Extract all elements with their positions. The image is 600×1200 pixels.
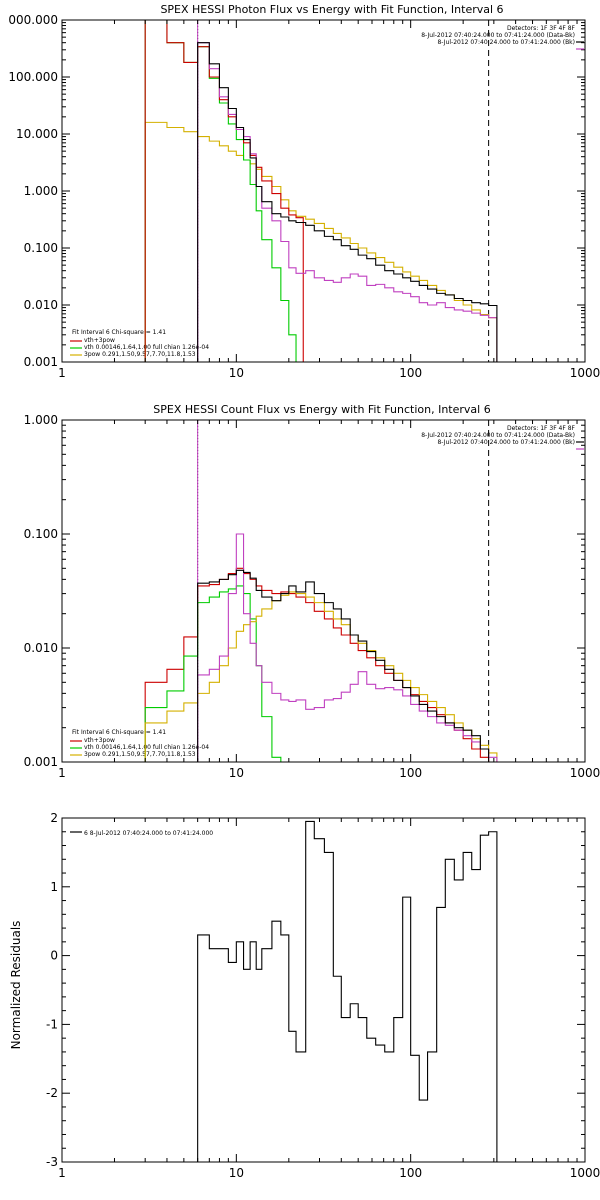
y-tick-label: 0 [50,949,58,963]
y-tick-label: 0.100 [24,241,58,255]
legend-label-vth-3pow: vth+3pow [84,337,115,344]
x-tick-label: 1000 [570,1166,600,1180]
x-tick-label: 100 [399,1166,422,1180]
x-axis [61,818,586,1162]
data-series-series-e [197,569,497,762]
x-axis [61,20,586,362]
data-series-series-a [144,121,498,362]
count-flux-info-block: Detectors: 1F 3F 4F 8F 8-Jul-2012 07:40:… [421,425,575,446]
plot-frame [61,419,586,763]
data-series-series-a [197,820,498,1162]
x-tick-label: 100 [399,766,422,780]
data-series-series-c [144,20,304,362]
plot-area [144,20,498,362]
y-tick-label: -3 [46,1155,58,1169]
y-tick-label: 0.001 [24,355,58,369]
info-detectors: Detectors: 1F 3F 4F 8F [507,25,576,32]
legend-label-3pow: 3pow 0.291,1.50,9.57,7.70,11.8,1.53 [84,351,196,358]
plot-frame [61,817,586,1163]
residuals-panel: Normalized Residuals 6 8-Jul-2012 07:40:… [9,811,600,1180]
data-series-series-d [197,533,498,762]
y-tick-label: 0.100 [24,527,58,541]
y-tick-label: -1 [46,1017,58,1031]
x-tick-label: 1000 [570,366,600,380]
plot-frame [61,19,586,363]
info-background-interval: 8-Jul-2012 07:40:24.000 to 07:41:24.000 … [437,39,575,46]
photon-flux-fit-legend: Fit Interval 6 Chi-square = 1.41 vth+3po… [72,329,209,358]
info-data-interval: 8-Jul-2012 07:40:24.000 to 07:41:24.000 … [421,32,575,39]
y-tick-label: 1 [50,880,58,894]
x-tick-label: 1 [58,766,66,780]
photon-flux-title: SPEX HESSI Photon Flux vs Energy with Fi… [160,3,503,16]
x-tick-label: 1 [58,1166,66,1180]
info-detectors: Detectors: 1F 3F 4F 8F [507,425,576,432]
legend-label-residual-interval: 6 8-Jul-2012 07:40:24.000 to 07:41:24.00… [84,830,213,837]
legend-label-vth: vth 0.00146,1.64,1.00 full chian 1.26e-0… [84,344,209,351]
y-tick-label: -2 [46,1086,58,1100]
y-tick-label: 100.000 [8,70,58,84]
data-series-series-b [144,20,316,362]
legend-label-3pow: 3pow 0.291,1.50,9.57,7.70,11.8,1.53 [84,751,196,758]
y-axis [62,817,585,1163]
x-tick-label: 10 [229,1166,244,1180]
count-flux-panel: SPEX HESSI Count Flux vs Energy with Fit… [24,403,600,780]
info-background-interval: 8-Jul-2012 07:40:24.000 to 07:41:24.000 … [437,439,575,446]
fit-header: Fit Interval 6 Chi-square = 1.41 [72,729,166,736]
y-tick-label: 10.000 [16,127,58,141]
count-flux-fit-legend: Fit Interval 6 Chi-square = 1.41 vth+3po… [72,729,209,758]
plot-area [197,820,498,1162]
x-tick-label: 10 [229,366,244,380]
x-axis [61,420,586,762]
y-tick-label: 0.010 [24,298,58,312]
y-tick-label: 2 [50,811,58,825]
info-data-interval: 8-Jul-2012 07:40:24.000 to 07:41:24.000 … [421,432,575,439]
photon-flux-panel: SPEX HESSI Photon Flux vs Energy with Fi… [8,3,600,380]
y-tick-label: 000.000 [8,13,58,27]
legend-label-vth: vth 0.00146,1.64,1.00 full chian 1.26e-0… [84,744,209,751]
legend-label-vth-3pow: vth+3pow [84,737,115,744]
residuals-legend: 6 8-Jul-2012 07:40:24.000 to 07:41:24.00… [84,830,213,837]
residuals-y-axis-label: Normalized Residuals [9,921,23,1050]
y-axis [62,22,585,363]
y-tick-label: 1.000 [24,184,58,198]
photon-flux-info-block: Detectors: 1F 3F 4F 8F 8-Jul-2012 07:40:… [421,25,575,46]
y-tick-label: 1.000 [24,413,58,427]
x-tick-label: 1000 [570,766,600,780]
x-tick-label: 10 [229,766,244,780]
plot-area [144,420,498,762]
y-tick-label: 0.001 [24,755,58,769]
fit-header: Fit Interval 6 Chi-square = 1.41 [72,329,166,336]
x-tick-label: 1 [58,366,66,380]
data-series-series-e [197,42,498,362]
x-tick-label: 100 [399,366,422,380]
data-series-series-d [197,42,498,362]
y-tick-label: 0.010 [24,641,58,655]
count-flux-title: SPEX HESSI Count Flux vs Energy with Fit… [153,403,490,416]
